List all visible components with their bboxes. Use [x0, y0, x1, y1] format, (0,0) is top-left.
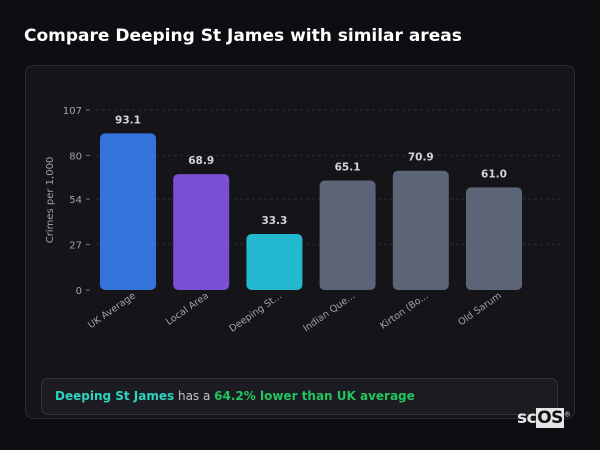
- x-tick-label: Kirton (Bo...: [378, 290, 430, 331]
- bar-value-label: 33.3: [261, 215, 287, 227]
- summary-stat: 64.2% lower than UK average: [214, 389, 415, 403]
- y-tick-label: 0: [76, 286, 82, 297]
- x-tick-label: UK Average: [86, 290, 138, 331]
- comparison-summary: Deeping St James has a 64.2% lower than …: [41, 378, 558, 415]
- x-tick-label: Old Sarum: [456, 290, 503, 328]
- bar-indian-que-: [319, 180, 376, 290]
- bar-value-label: 68.9: [188, 155, 214, 167]
- summary-text: has a: [174, 389, 215, 403]
- bar-value-label: 61.0: [481, 168, 507, 180]
- bar-kirton-bo-: [392, 170, 449, 290]
- x-tick-label: Indian Que...: [301, 290, 357, 334]
- y-axis-label: Crimes per 1,000: [45, 157, 56, 244]
- bar-deeping-st-: [246, 233, 303, 290]
- bar-uk-average: [100, 133, 156, 290]
- x-tick-label: Deeping St...: [227, 290, 284, 334]
- bar-value-label: 70.9: [408, 152, 434, 164]
- bar-value-label: 65.1: [335, 161, 361, 173]
- x-tick-label: Local Area: [164, 290, 211, 327]
- scos-logo: scOS®: [517, 408, 571, 428]
- y-tick-label: 107: [63, 106, 82, 117]
- y-tick-label: 54: [69, 195, 82, 206]
- page-title: Compare Deeping St James with similar ar…: [24, 26, 462, 46]
- bar-old-sarum: [466, 187, 522, 290]
- y-tick-label: 80: [69, 151, 82, 162]
- y-tick-label: 27: [69, 241, 82, 252]
- summary-place: Deeping St James: [55, 389, 175, 403]
- bar-local-area: [173, 174, 230, 290]
- bar-value-label: 93.1: [115, 114, 141, 126]
